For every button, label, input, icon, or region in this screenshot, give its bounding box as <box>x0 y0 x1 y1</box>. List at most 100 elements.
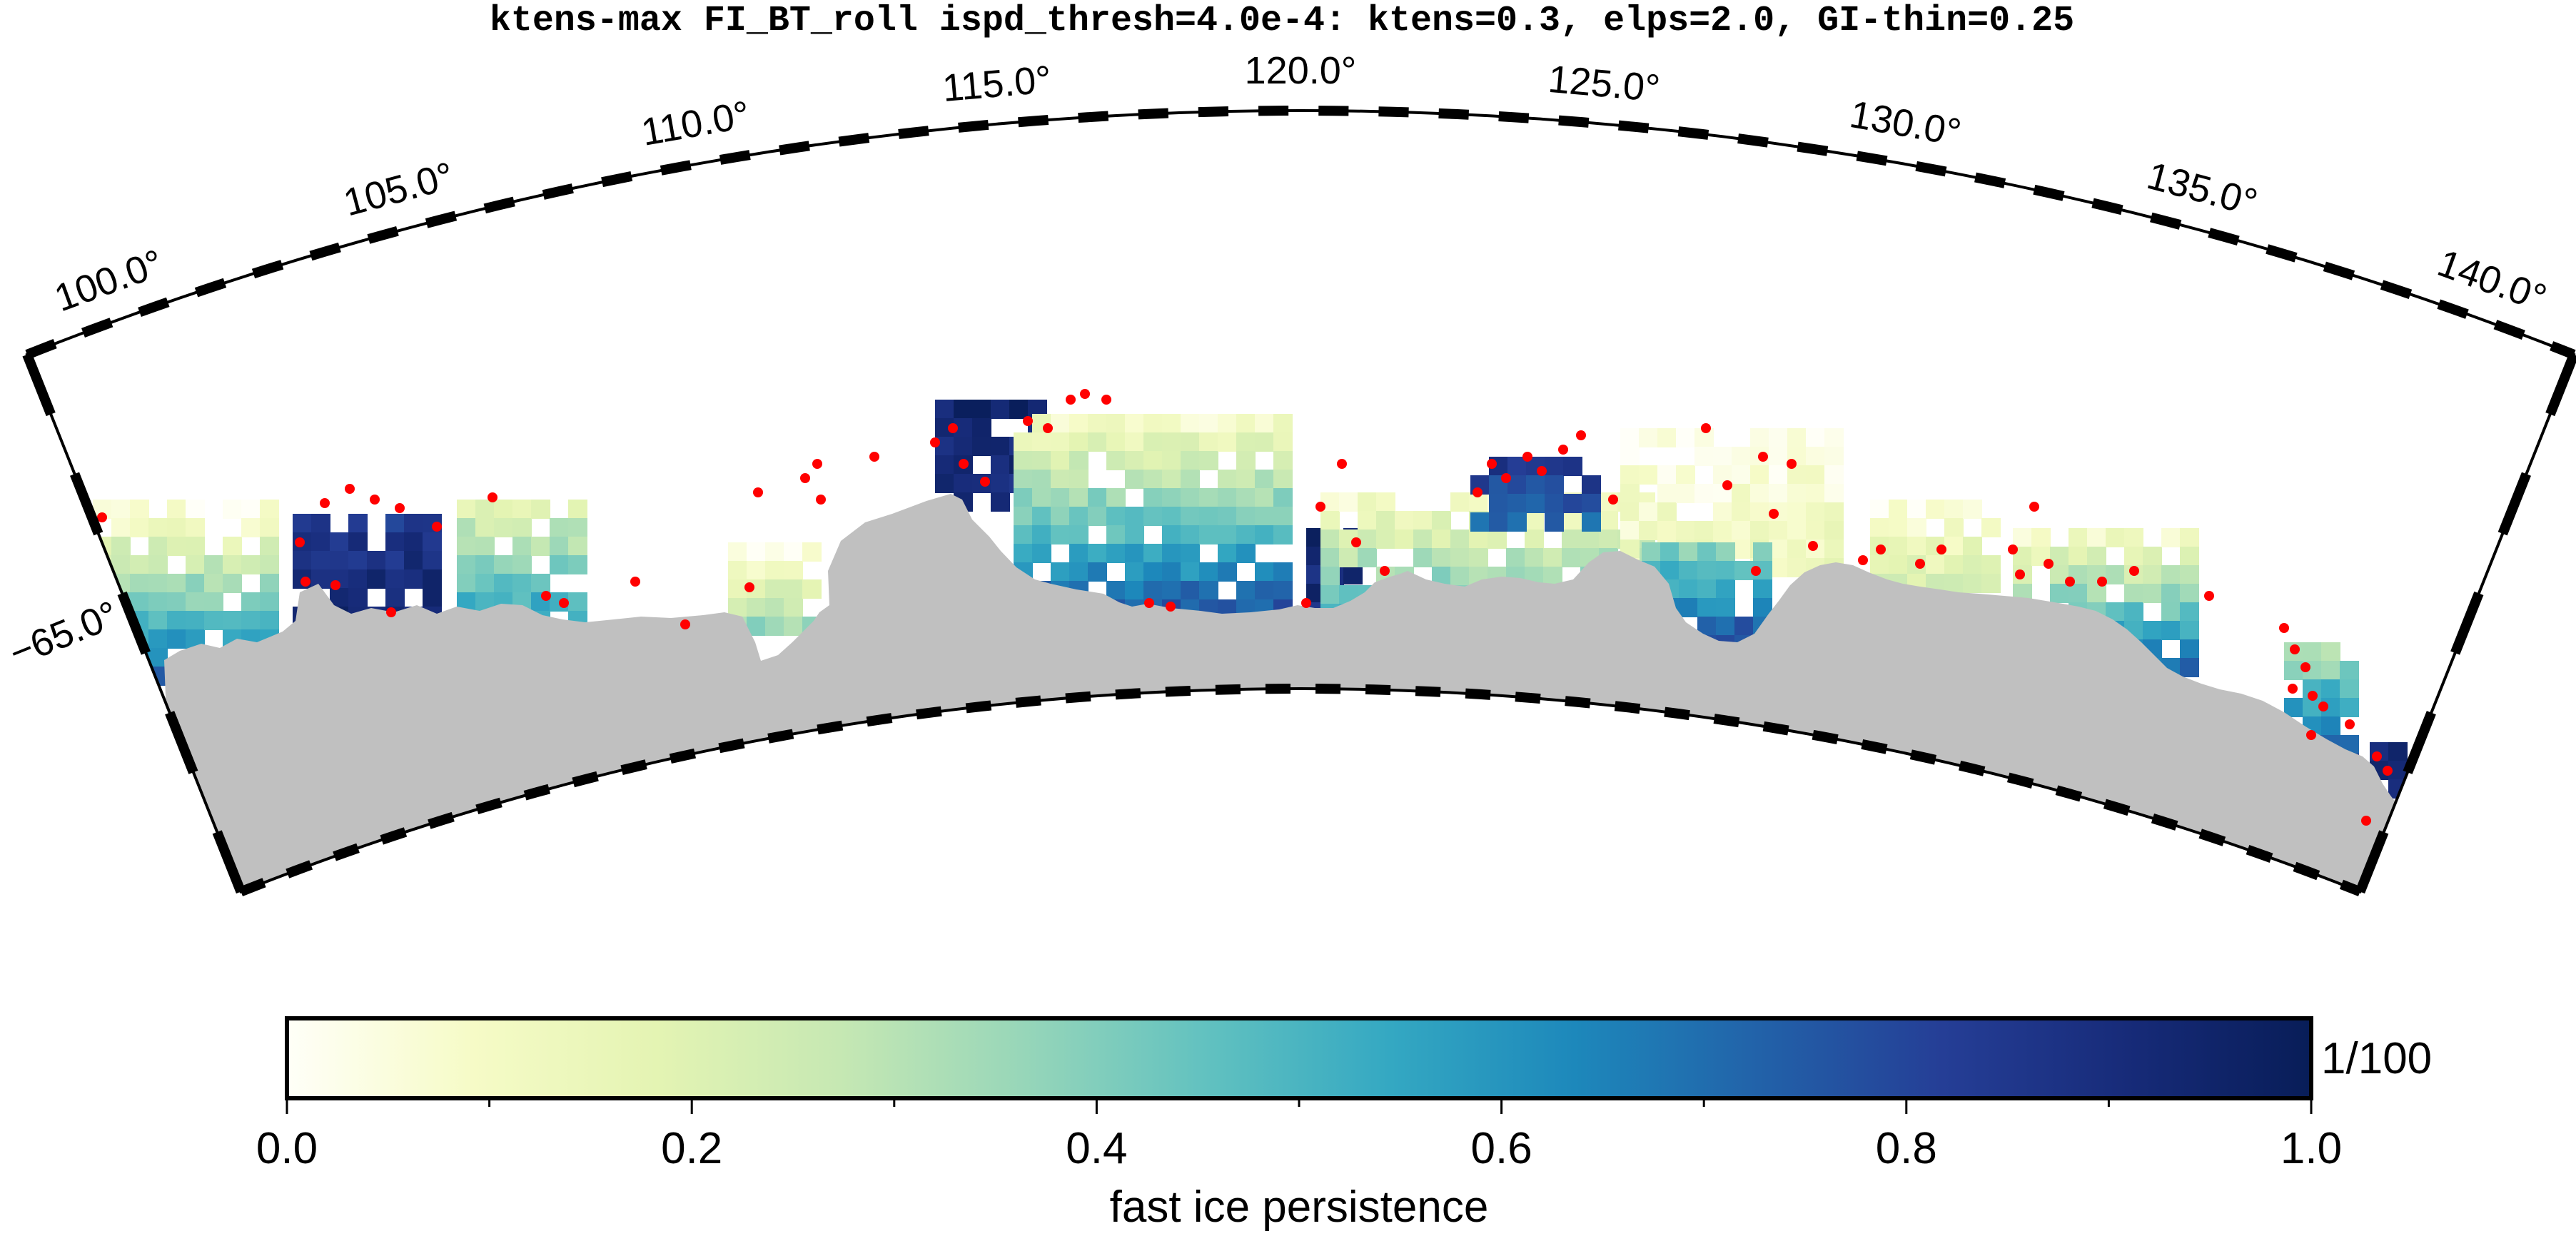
ice-cell <box>972 418 991 437</box>
ice-cell <box>1582 512 1601 532</box>
ice-cell <box>1769 465 1788 485</box>
ice-cell <box>1236 544 1256 563</box>
ice-cell <box>2031 528 2051 547</box>
inner-frame-tick <box>572 771 599 788</box>
ice-cell <box>2284 698 2303 717</box>
iceberg-marker <box>2029 502 2039 512</box>
iceberg-marker <box>869 452 879 462</box>
ice-cell <box>1732 465 1751 485</box>
inner-frame-tick <box>1959 760 1986 776</box>
ice-cell <box>1824 484 1844 503</box>
colorbar: 0.0 0.2 0.4 0.6 0.8 1.0 1/100 fast ice persis… <box>256 1016 2432 1232</box>
iceberg-marker <box>2372 751 2382 761</box>
ice-cell <box>1582 475 1601 495</box>
ice-cell <box>1032 432 1051 452</box>
colorbar-bar <box>285 1016 2313 1100</box>
ice-cell <box>241 555 261 574</box>
ice-cell <box>512 537 532 556</box>
ice-cell <box>1413 511 1433 530</box>
ice-cell <box>1069 414 1089 433</box>
ice-cell <box>2106 565 2125 584</box>
ice-cell <box>1489 494 1508 513</box>
ice-cell <box>1125 544 1144 563</box>
iceberg-marker <box>1023 416 1033 426</box>
outer-frame-tick <box>898 126 929 139</box>
outer-frame-tick <box>138 297 170 317</box>
ice-cell <box>1106 488 1126 507</box>
ice-cell <box>1599 530 1618 549</box>
iceberg-marker <box>1380 566 1390 576</box>
ice-cell <box>167 611 186 630</box>
ice-cell <box>1181 525 1200 544</box>
inner-frame-tick <box>475 797 502 815</box>
ice-cell <box>1769 484 1788 503</box>
ice-cell <box>972 400 991 419</box>
ice-cell <box>130 518 149 537</box>
ice-cell <box>1926 555 1945 574</box>
inner-frame-tick <box>523 784 551 801</box>
ice-cell <box>241 500 261 519</box>
ice-cell <box>1507 457 1527 476</box>
ice-cell <box>991 400 1010 419</box>
ice-cell <box>148 611 168 630</box>
ice-cell <box>1181 581 1200 600</box>
ice-cell <box>311 532 330 552</box>
ice-cell <box>568 537 587 556</box>
ice-cell <box>1218 562 1237 582</box>
ice-cell <box>1143 451 1163 470</box>
ice-cell <box>1676 484 1695 503</box>
ice-cell <box>1562 548 1581 567</box>
iceberg-marker <box>386 607 396 617</box>
iceberg-marker <box>1915 559 1925 569</box>
map-frame: 100.0°105.0°110.0°115.0° 120.0° 125.0°130.… <box>4 49 2576 897</box>
ice-cell <box>1236 488 1256 507</box>
ice-cell <box>1255 507 1274 526</box>
ice-cell <box>1320 511 1340 530</box>
ice-cell <box>2180 584 2199 603</box>
ice-cell <box>1806 502 1825 522</box>
ice-cell <box>1236 525 1256 544</box>
ice-cell <box>111 518 131 537</box>
ice-cell <box>167 574 186 593</box>
ice-cell <box>348 569 368 589</box>
outer-frame-tick <box>779 141 810 156</box>
outer-frame-tick <box>2266 244 2298 263</box>
ice-cell <box>1199 525 1218 544</box>
inner-frame-tick <box>1762 721 1789 736</box>
ice-cell <box>765 542 784 562</box>
iceberg-marker <box>2008 544 2018 554</box>
ice-cell <box>1014 432 1033 452</box>
iceberg-marker <box>2345 719 2355 729</box>
ice-cell <box>223 611 242 630</box>
ice-cell <box>1753 579 1772 599</box>
ice-cell <box>1320 530 1340 549</box>
ice-cell <box>186 537 205 556</box>
ice-cell <box>1181 470 1200 489</box>
ice-cell <box>1620 521 1640 540</box>
ice-cell <box>954 400 973 419</box>
ice-cell <box>1376 530 1395 549</box>
ice-cell <box>1716 617 1735 636</box>
inner-frame-tick <box>1015 695 1041 708</box>
ice-cell <box>1824 521 1844 540</box>
ice-cell <box>1787 484 1807 503</box>
ice-cell <box>1697 542 1717 562</box>
ice-cell <box>1014 544 1033 563</box>
ice-cell <box>475 518 495 537</box>
ice-cell <box>531 500 550 519</box>
ice-cell <box>1051 562 1070 582</box>
ice-cell <box>1750 465 1769 485</box>
ice-cell <box>2321 679 2340 699</box>
ice-cell <box>2143 584 2162 603</box>
inner-frame-tick <box>1515 692 1541 704</box>
ice-cell <box>2124 584 2143 603</box>
ice-cell <box>1639 428 1658 447</box>
iceberg-marker <box>744 582 754 592</box>
iceberg-marker <box>1473 487 1483 497</box>
right-frame-tick <box>2450 591 2484 655</box>
ice-cell <box>1125 451 1144 470</box>
inner-frame-tick <box>1215 684 1241 695</box>
ice-cell <box>204 555 223 574</box>
iceberg-marker <box>320 498 330 508</box>
ice-cell <box>1657 521 1677 540</box>
